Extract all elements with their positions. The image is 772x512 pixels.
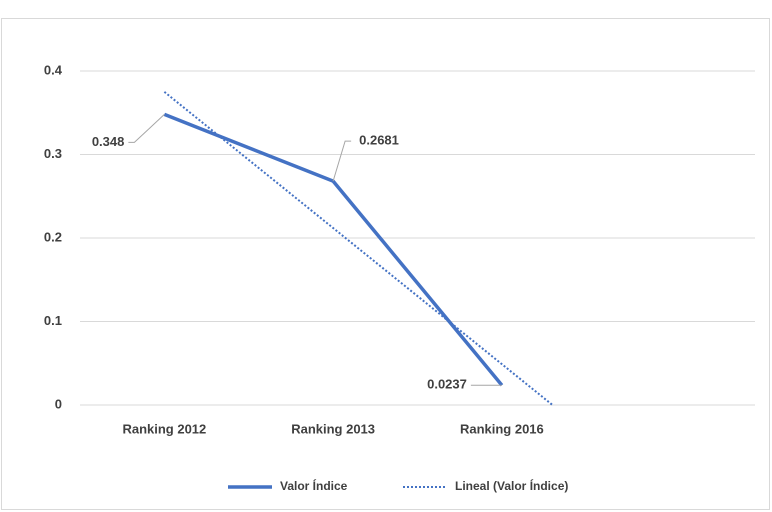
- data-label: 0.2681: [359, 133, 399, 148]
- x-tick-label: Ranking 2016: [460, 421, 544, 436]
- y-tick-label: 0.3: [44, 146, 62, 161]
- x-tick-label: Ranking 2012: [122, 421, 206, 436]
- chart-border: [1, 18, 770, 510]
- y-tick-label: 0.1: [44, 313, 62, 328]
- leader-line: [128, 114, 165, 143]
- y-tick-label: 0.2: [44, 229, 62, 244]
- legend-label: Valor Índice: [280, 478, 348, 493]
- leader-line: [332, 140, 352, 182]
- y-tick-label: 0: [55, 396, 62, 411]
- x-tick-label: Ranking 2013: [291, 421, 375, 436]
- y-tick-label: 0.4: [44, 62, 63, 77]
- data-label: 0.348: [92, 134, 125, 149]
- legend-label: Lineal (Valor Índice): [455, 478, 568, 493]
- data-label: 0.0237: [427, 377, 467, 392]
- trend-line: [163, 91, 554, 406]
